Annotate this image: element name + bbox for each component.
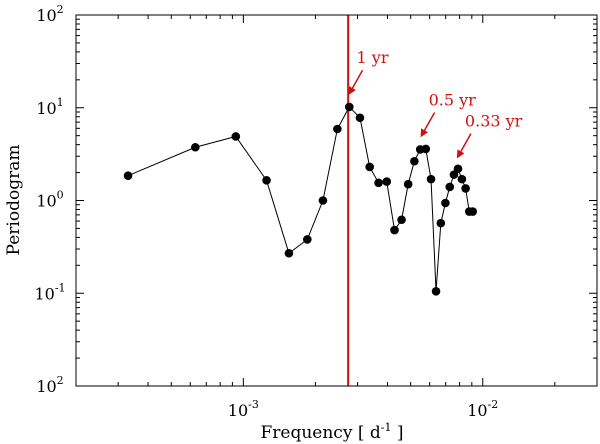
y-tick-label: 100 — [36, 189, 63, 211]
y-axis-label: Periodogram — [4, 145, 24, 256]
data-point — [284, 248, 294, 258]
annotation-arrow — [456, 133, 472, 159]
y-tick-label: 102 — [36, 374, 63, 396]
data-point — [445, 182, 455, 192]
data-point — [355, 113, 365, 123]
data-point — [436, 218, 446, 228]
annotation-label: 0.5 yr — [429, 90, 477, 109]
x-axis-label-sup: -1 — [381, 421, 392, 434]
data-point — [303, 235, 312, 244]
data-point — [333, 124, 342, 134]
x-axis-label-main: Frequency [ d — [260, 423, 380, 443]
data-point — [123, 171, 133, 181]
data-point — [318, 196, 328, 205]
data-point — [421, 144, 431, 154]
y-tick-label: 10-1 — [34, 281, 65, 303]
data-point — [344, 102, 354, 112]
data-point — [468, 207, 478, 216]
data-point — [410, 156, 419, 166]
data-point — [374, 178, 383, 188]
plot-frame — [75, 14, 598, 387]
data-point — [390, 225, 399, 235]
annotation-label: 1 yr — [357, 48, 389, 67]
data-point — [397, 215, 406, 225]
data-point — [262, 176, 271, 185]
tick-layer — [75, 14, 598, 387]
data-point — [461, 184, 470, 193]
x-tick-label: 10-3 — [228, 398, 259, 420]
data-point — [453, 164, 463, 174]
data-point — [365, 162, 374, 172]
y-tick-label: 102 — [36, 3, 63, 25]
plot-layer — [123, 15, 478, 386]
x-axis-label: Frequency [ d-1 ] — [260, 421, 403, 443]
annotation-arrow — [348, 69, 364, 95]
data-point — [431, 286, 441, 296]
data-point — [441, 198, 450, 208]
annotation-arrow — [420, 112, 436, 138]
data-point — [426, 174, 436, 184]
annotation-label: 0.33 yr — [465, 112, 523, 131]
x-tick-label: 10-2 — [467, 398, 498, 420]
label-layer: 102 101 100 10-1 102 10-3 10-2 1 yr 0.5 yr 0.33 y… — [34, 3, 522, 420]
data-point — [457, 174, 467, 184]
data-point — [403, 179, 413, 189]
x-axis-label-end: ] — [391, 423, 403, 443]
data-point — [231, 132, 241, 141]
data-point — [382, 177, 392, 186]
data-point — [191, 142, 200, 152]
y-tick-label: 101 — [36, 96, 63, 118]
series-line — [127, 106, 473, 292]
